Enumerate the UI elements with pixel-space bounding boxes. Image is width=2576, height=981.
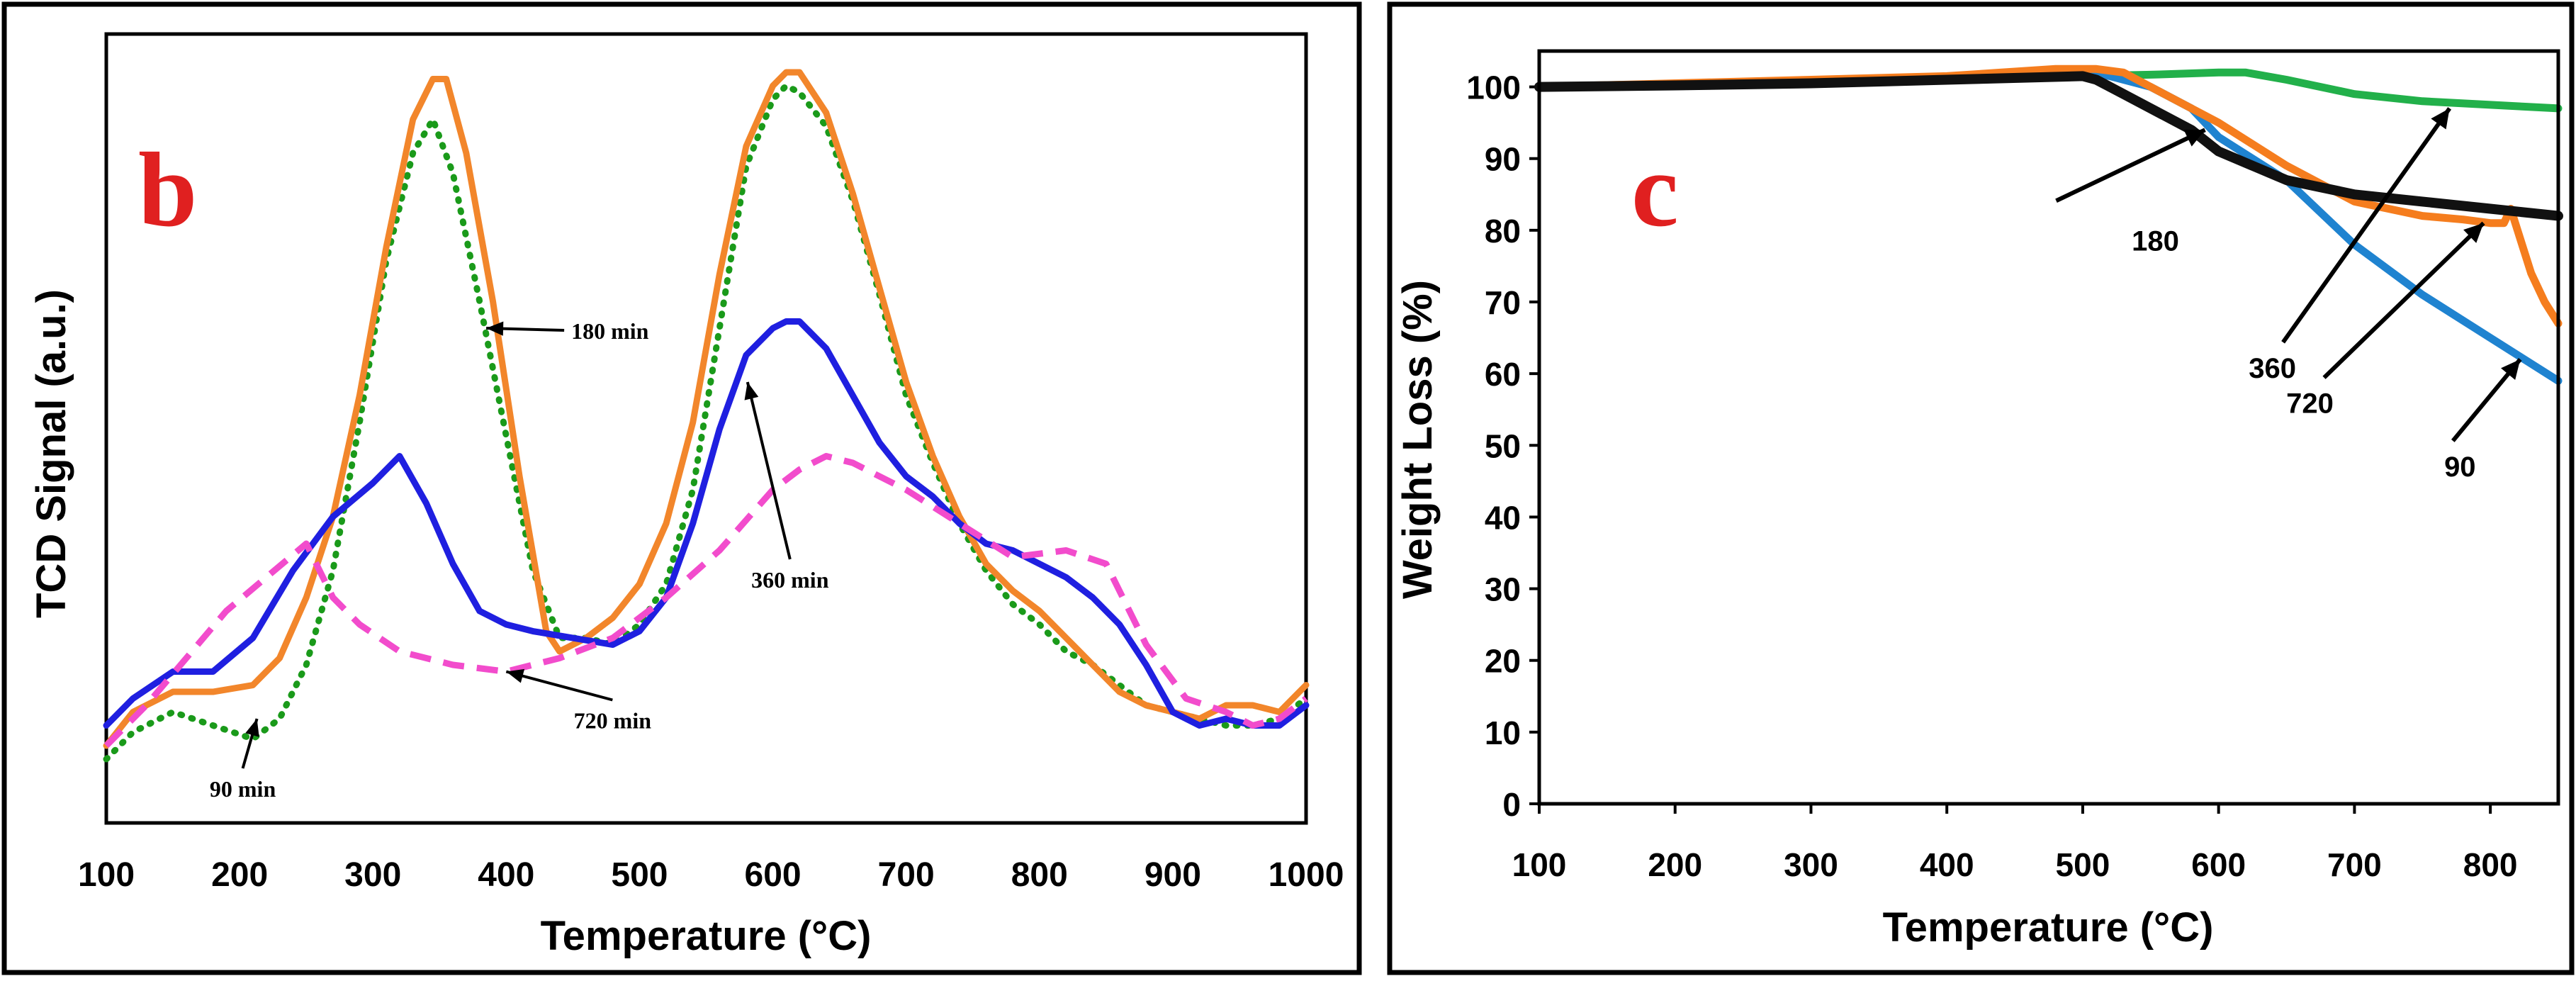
annotation-arrowhead-c-360 <box>2431 108 2450 130</box>
y-tick-label-c-100: 100 <box>1466 69 1521 106</box>
series-line-b-720-min <box>103 453 1308 749</box>
annotation-arrow-b-720-min <box>505 670 613 702</box>
x-tick-label-b-700: 700 <box>878 856 935 894</box>
y-tick-label-c-0: 0 <box>1502 786 1521 823</box>
panel-b-letter: b <box>138 131 197 249</box>
annotation-arrow-c-180 <box>2055 128 2206 203</box>
y-tick-label-c-70: 70 <box>1485 284 1521 321</box>
panel-b-ylabel: TCD Signal (a.u.) <box>28 289 74 618</box>
x-tick-label-b-300: 300 <box>344 856 401 894</box>
x-tick-label-c-300: 300 <box>1784 846 1838 883</box>
x-tick-label-c-400: 400 <box>1920 846 1974 883</box>
panel-c-series <box>1534 65 2563 385</box>
y-tick-label-c-50: 50 <box>1485 427 1521 464</box>
panel-b-x-ticks: 100 200 300 400 500 600 700 800 900 1000 <box>78 856 1344 894</box>
x-tick-label-c-600: 600 <box>2191 846 2246 883</box>
annotation-arrowhead-b-360-min <box>744 382 759 400</box>
panel-c-plot-area <box>1537 49 2560 806</box>
y-tick-label-c-30: 30 <box>1485 571 1521 608</box>
panel-b-xlabel: Temperature (°C) <box>541 913 872 959</box>
x-tick-label-c-800: 800 <box>2463 846 2518 883</box>
series-line-b-90-min <box>103 82 1310 763</box>
x-tick-label-b-200: 200 <box>211 856 268 894</box>
y-tick-label-c-10: 10 <box>1485 714 1521 751</box>
panel-c-border <box>1387 1 2575 975</box>
annotation-arrowhead-c-90 <box>2501 359 2521 381</box>
panel-b-series <box>103 69 1310 763</box>
x-tick-label-c-700: 700 <box>2327 846 2382 883</box>
y-tick-label-c-40: 40 <box>1485 499 1521 536</box>
panel-b-annotations: 180 min 360 min 720 min 90 min <box>210 318 829 802</box>
panel-c-letter: c <box>1631 131 1679 249</box>
x-tick-label-c-100: 100 <box>1512 846 1567 883</box>
annotation-label-c-720: 720 <box>2286 388 2334 420</box>
x-tick-label-b-100: 100 <box>78 856 135 894</box>
x-tick-label-c-200: 200 <box>1648 846 1702 883</box>
annotation-arrowhead-c-180 <box>2183 130 2205 147</box>
annotation-arrowhead-c-720 <box>2463 223 2484 243</box>
x-tick-label-b-400: 400 <box>478 856 534 894</box>
panel-c-y-ticks: 0 10 20 30 40 50 60 70 80 90 100 <box>1466 69 1539 823</box>
annotation-arrowhead-b-180-min <box>486 321 504 336</box>
annotation-label-b-360-min: 360 min <box>751 567 829 593</box>
panel-b-tcd-chart: 100 200 300 400 500 600 700 800 900 1000 180 min 3… <box>1 1 1362 975</box>
y-tick-label-c-20: 20 <box>1485 643 1521 680</box>
annotation-label-c-180: 180 <box>2132 225 2179 257</box>
panel-c-xlabel: Temperature (°C) <box>1883 904 2214 951</box>
annotation-arrowhead-b-90-min <box>245 719 259 737</box>
annotation-arrow-c-360 <box>2281 107 2452 344</box>
annotation-label-c-360: 360 <box>2249 353 2296 384</box>
x-tick-label-b-600: 600 <box>745 856 802 894</box>
panel-c-annotations: 180 360 720 90 <box>2055 107 2522 483</box>
annotation-label-b-180-min: 180 min <box>571 318 649 344</box>
x-tick-label-b-500: 500 <box>611 856 668 894</box>
series-line-b-180-min <box>103 69 1310 749</box>
annotation-label-b-720-min: 720 min <box>574 708 652 734</box>
panel-c-tga-chart: 0 10 20 30 40 50 60 70 80 90 100 100 200 300 400 500 60… <box>1387 1 2575 975</box>
annotation-label-b-90-min: 90 min <box>210 776 276 802</box>
annotation-arrowhead-b-720-min <box>506 668 525 683</box>
panel-b-plot-area <box>104 32 1308 825</box>
y-tick-label-c-80: 80 <box>1485 213 1521 250</box>
panel-c-ylabel: Weight Loss (%) <box>1395 280 1441 599</box>
annotation-arrow-b-360-min <box>746 381 792 560</box>
x-tick-label-b-900: 900 <box>1144 856 1201 894</box>
series-line-c-90 <box>1534 71 2563 221</box>
x-tick-label-b-1000: 1000 <box>1269 856 1344 894</box>
x-tick-label-c-500: 500 <box>2056 846 2110 883</box>
series-line-b-360-min <box>103 318 1310 729</box>
annotation-arrow-c-720 <box>2322 221 2485 379</box>
annotation-label-c-90: 90 <box>2444 452 2476 483</box>
y-tick-label-c-60: 60 <box>1485 356 1521 393</box>
x-tick-label-b-800: 800 <box>1011 856 1068 894</box>
panel-c-x-ticks: 100 200 300 400 500 600 700 800 <box>1512 804 2518 883</box>
y-tick-label-c-90: 90 <box>1485 141 1521 178</box>
